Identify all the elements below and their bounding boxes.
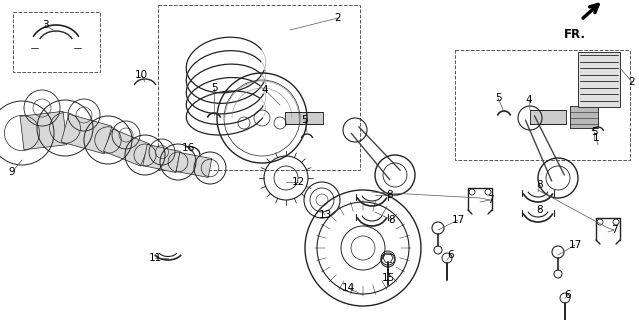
- Text: 10: 10: [134, 70, 148, 80]
- Text: FR.: FR.: [564, 28, 586, 41]
- Bar: [578, 52, 620, 107]
- Text: 6: 6: [448, 250, 454, 260]
- Text: 1: 1: [593, 133, 599, 143]
- Bar: [570, 106, 598, 128]
- Bar: [13, 12, 100, 72]
- Text: 2: 2: [629, 77, 635, 87]
- Text: 8: 8: [537, 180, 543, 190]
- Text: 8: 8: [387, 190, 394, 200]
- Bar: [530, 110, 566, 124]
- Polygon shape: [104, 129, 150, 166]
- Polygon shape: [176, 153, 212, 177]
- Text: 11: 11: [148, 253, 162, 263]
- Text: 8: 8: [389, 215, 396, 225]
- Text: 9: 9: [9, 167, 15, 177]
- Text: 17: 17: [451, 215, 465, 225]
- Text: 13: 13: [318, 210, 332, 220]
- Bar: [158, 5, 360, 170]
- Text: 8: 8: [537, 205, 543, 215]
- Text: 5: 5: [590, 127, 597, 137]
- Text: 6: 6: [565, 290, 571, 300]
- Text: 4: 4: [526, 95, 532, 105]
- Text: 7: 7: [487, 195, 493, 205]
- Text: 16: 16: [181, 143, 195, 153]
- Text: 12: 12: [291, 177, 305, 187]
- Text: 5: 5: [302, 115, 308, 125]
- Bar: [455, 50, 630, 160]
- Text: 14: 14: [341, 283, 355, 293]
- Polygon shape: [61, 114, 112, 154]
- Text: 4: 4: [262, 85, 268, 95]
- Text: 3: 3: [42, 20, 49, 30]
- Text: 2: 2: [335, 13, 341, 23]
- Text: 15: 15: [381, 273, 395, 283]
- Bar: [285, 112, 323, 124]
- Text: 7: 7: [611, 225, 617, 235]
- Polygon shape: [20, 111, 67, 150]
- Text: 5: 5: [211, 83, 217, 93]
- Text: 17: 17: [568, 240, 581, 250]
- Polygon shape: [142, 144, 180, 172]
- Text: 5: 5: [495, 93, 502, 103]
